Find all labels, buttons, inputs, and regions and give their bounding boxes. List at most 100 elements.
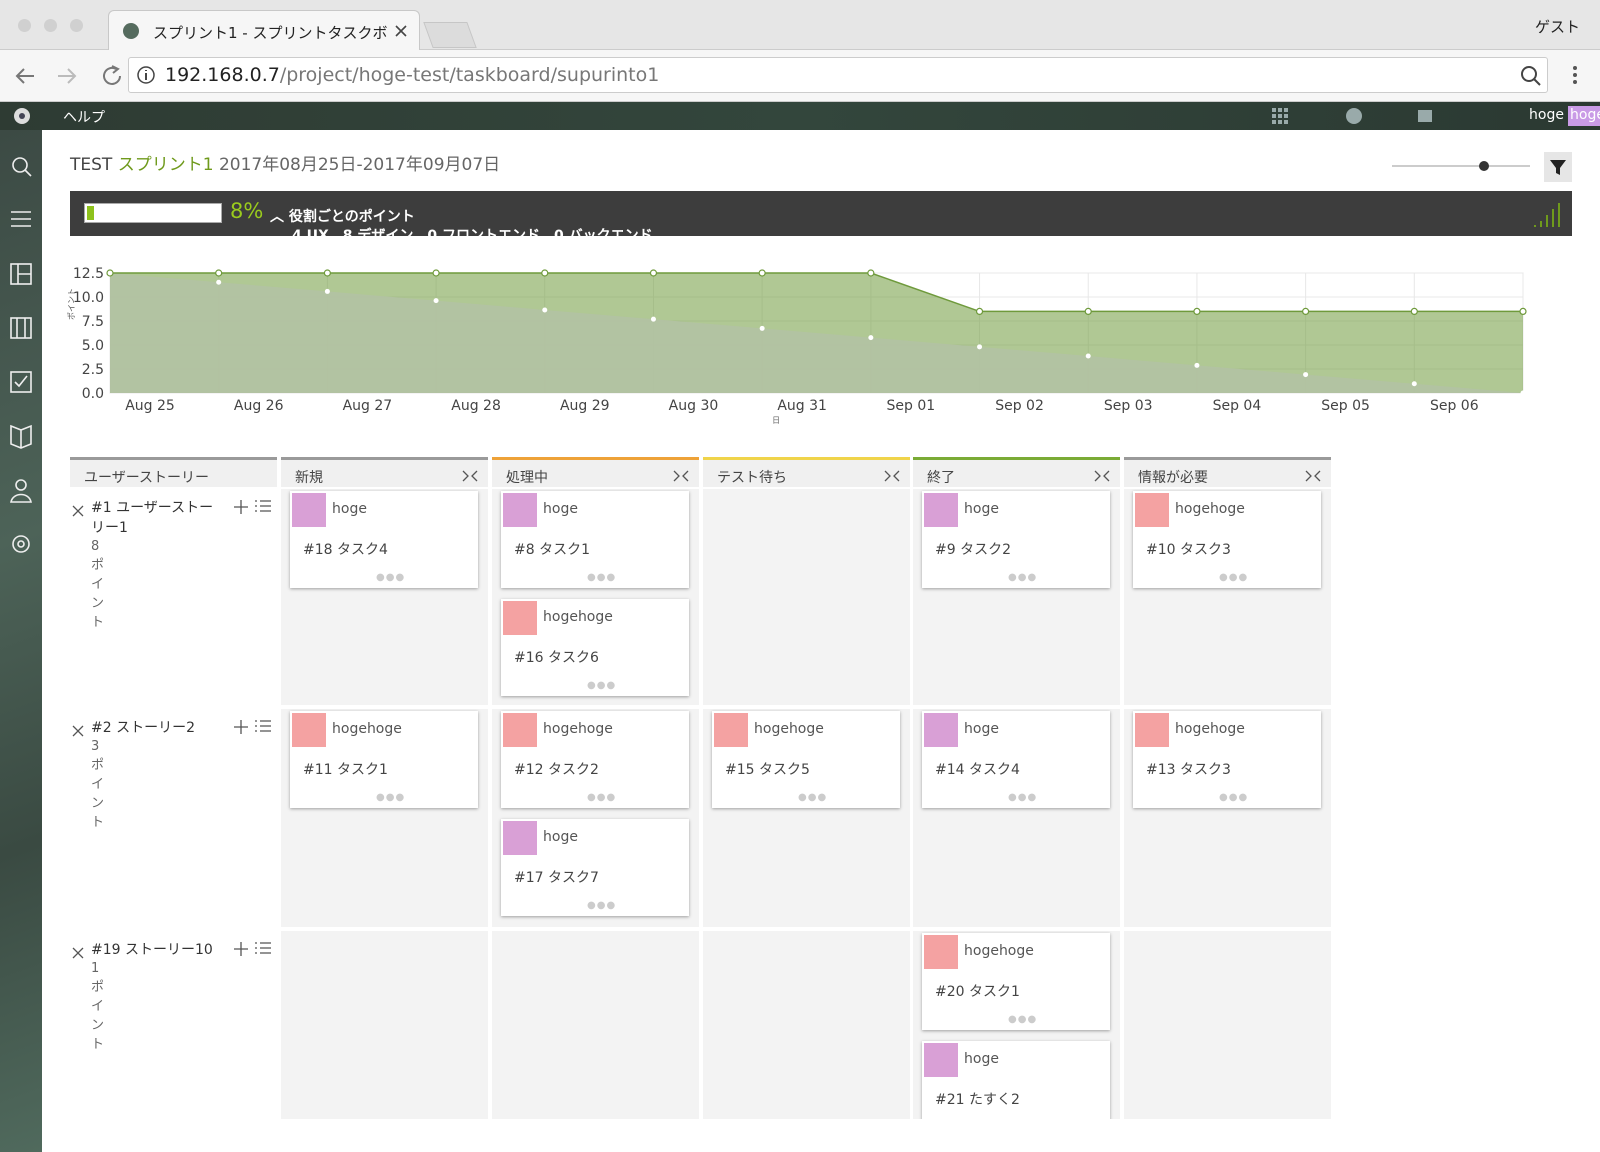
data-point [1303,372,1309,378]
collapse-column[interactable] [882,468,902,484]
url-field[interactable]: 192.168.0.7/project/hoge-test/taskboard/… [128,57,1548,93]
data-point [650,316,656,322]
sidebar-icons[interactable] [0,130,42,580]
task-list[interactable] [254,499,274,515]
card-task: #13 タスク3 [1146,762,1231,778]
help-link[interactable]: ヘルプ [63,110,105,126]
tab-bar: スプリント1 - スプリントタスクボ ゲスト [0,0,1600,50]
avatar [924,935,958,969]
collapse-column[interactable] [1303,468,1323,484]
board-cell [1124,931,1331,1119]
data-point [1520,390,1526,396]
card-menu[interactable]: ●●● [587,900,617,911]
roles-points: 4 UX 8 デザイン 0 フロントエンド 0 バックエンド [292,228,653,236]
data-point [649,269,658,277]
card-menu[interactable]: ●●● [1008,792,1038,803]
avatar [924,493,958,527]
task-list[interactable] [254,719,274,735]
board-cell: hogehoge #13 タスク3 ●●● [1124,709,1331,927]
avatar [292,493,326,527]
task-card[interactable]: hogehoge #10 タスク3 ●●● [1133,491,1321,588]
x-tick-label: Aug 26 [234,398,284,414]
task-card[interactable]: hoge#21 たすく2●●● [922,1041,1110,1119]
card-task: #14 タスク4 [935,762,1020,778]
task-card[interactable]: hogehoge #11 タスク1 ●●● [290,711,478,808]
story-toggle[interactable] [70,503,90,519]
story-toggle[interactable] [70,945,90,961]
tab-close[interactable] [394,24,408,38]
avatar [503,601,537,635]
y-tick-label: 0.0 [82,386,104,402]
roles-title[interactable]: ︿ 役割ごとのポイント [270,206,415,226]
story-points: 3ポイント [91,739,105,830]
progress-track [84,203,222,223]
column-header: ユーザーストーリー [70,457,277,487]
profile[interactable]: ゲスト [1535,18,1581,36]
chart-toggle[interactable] [1532,199,1562,229]
data-point [106,269,114,277]
add-task[interactable] [234,499,254,515]
card-menu[interactable]: ●●● [376,572,406,583]
column-header: 終了 [913,457,1120,487]
card-user: hoge [964,1051,999,1067]
user-badge[interactable]: hoge [1568,106,1600,126]
tab[interactable]: スプリント1 - スプリントタスクボ [108,10,420,50]
card-task: #12 タスク2 [514,762,599,778]
task-card[interactable]: hogehoge #13 タスク3 ●●● [1133,711,1321,808]
story-title: #1 ユーザーストーリー1 [91,500,214,536]
task-card[interactable]: hogehoge #12 タスク2 ●●● [501,711,689,808]
board-cell: hoge #8 タスク1 ●●● hogehoge #16 タスク6 ●●● [492,489,699,705]
progress-fill [85,204,96,222]
x-tick-label: Sep 01 [887,398,936,414]
minimize-button[interactable] [44,19,57,32]
data-point [1084,307,1092,316]
add-task[interactable] [234,719,254,735]
card-menu[interactable]: ●●● [1219,572,1249,583]
card-menu[interactable]: ●●● [376,792,406,803]
card-user: hogehoge [543,721,613,737]
task-card[interactable]: hogehoge #20 タスク1 ●●● [922,933,1110,1030]
card-task: #15 タスク5 [725,762,810,778]
task-card[interactable]: hoge #8 タスク1 ●●● [501,491,689,588]
nav-icons[interactable] [1272,107,1432,125]
x-tick-label: Aug 27 [343,398,393,414]
card-task: #11 タスク1 [303,762,388,778]
task-card[interactable]: hogehoge #15 タスク5 ●●● [712,711,900,808]
task-card[interactable]: hogehoge #16 タスク6 ●●● [501,599,689,696]
new-tab[interactable] [423,22,477,48]
collapse-column[interactable] [671,468,691,484]
card-user: hogehoge [754,721,824,737]
task-list[interactable] [254,941,274,957]
collapse-column[interactable] [460,468,480,484]
card-user: hogehoge [1175,501,1245,517]
card-menu[interactable]: ●●● [1219,792,1249,803]
card-menu[interactable]: ●●● [587,792,617,803]
add-task[interactable] [234,941,254,957]
chevron: ︿ [270,209,284,225]
card-menu[interactable]: ●●● [587,572,617,583]
y-tick-label: 7.5 [82,314,104,330]
card-menu[interactable]: ●●● [1008,1014,1038,1025]
nav-buttons[interactable] [12,64,122,88]
task-card[interactable]: hoge #14 タスク4 ●●● [922,711,1110,808]
zoom-slider[interactable] [1392,152,1582,184]
task-card[interactable]: hoge #18 タスク4 ●●● [290,491,478,588]
user-name[interactable]: hoge [1529,107,1564,123]
card-menu[interactable]: ●●● [798,792,828,803]
y-tick-label: 2.5 [82,362,104,378]
collapse-column[interactable] [1092,468,1112,484]
card-task: #9 タスク2 [935,542,1011,558]
series-line [110,272,1523,313]
card-menu[interactable]: ●●● [587,680,617,691]
favicon [123,23,139,39]
story-toggle[interactable] [70,723,90,739]
logo[interactable] [10,105,34,127]
close-button[interactable] [18,19,31,32]
x-tick-label: Aug 25 [125,398,175,414]
card-menu[interactable]: ●●● [1008,572,1038,583]
data-point [432,269,440,277]
task-card[interactable]: hoge #17 タスク7 ●●● [501,819,689,916]
task-card[interactable]: hoge #9 タスク2 ●●● [922,491,1110,588]
maximize-button[interactable] [70,19,83,32]
board-cell [492,931,699,1119]
